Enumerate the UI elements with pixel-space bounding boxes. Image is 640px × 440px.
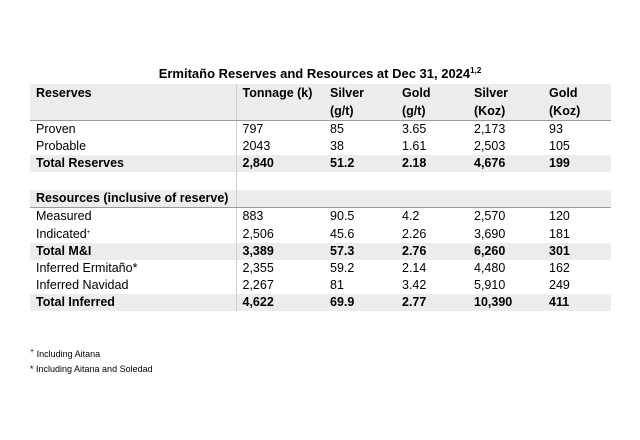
cell-silver-koz: 6,260	[468, 243, 543, 260]
cell-tonnage: 2,840	[236, 155, 324, 172]
row-total-mi: Total M&I 3,389 57.3 2.76 6,260 301	[30, 243, 611, 260]
footnote-1: + Including Aitana	[30, 344, 153, 362]
cell-silver-gt: 38	[330, 139, 344, 153]
cell-label: Inferred Ermitaño*	[30, 260, 237, 277]
row-inferred-ermitano: Inferred Ermitaño* 2,355 59.2 2.14 4,480…	[30, 260, 611, 277]
row-inferred-navidad: Inferred Navidad 2,267 81 3.42 5,910 249	[30, 277, 611, 294]
cell-gold-koz: 93	[549, 122, 563, 136]
cell-label: Proven	[30, 120, 237, 138]
spacer-row	[30, 172, 611, 190]
footnote-1-text: Including Aitana	[36, 349, 101, 359]
footnotes: + Including Aitana * Including Aitana an…	[30, 344, 153, 377]
cell-silver-gt: 85	[330, 122, 344, 136]
cell-gold-gt: 2.18	[396, 155, 468, 172]
cell-silver-gt: 51.2	[324, 155, 396, 172]
cell-silver-gt: 90.5	[330, 209, 355, 223]
header-silver-gt: Silver (g/t)	[324, 84, 396, 121]
header-row: Reserves Tonnage (k) Silver (g/t) Gold (g/…	[30, 84, 611, 121]
cell-gold-gt: 4.2	[402, 209, 420, 223]
cell-label: Total Reserves	[30, 155, 237, 172]
header-reserves: Reserves	[30, 84, 237, 121]
cell-silver-koz: 10,390	[468, 294, 543, 311]
cell-label: Indicated+	[30, 225, 237, 243]
indicated-superscript: +	[86, 230, 91, 236]
cell-label: Inferred Navidad	[30, 277, 237, 294]
title-text: Ermitaño Reserves and Resources at Dec 3…	[158, 66, 471, 81]
row-proven: Proven 797 85 3.65 2,173 93	[30, 120, 611, 138]
cell-gold-gt: 2.76	[396, 243, 468, 260]
cell-silver-gt: 69.9	[324, 294, 396, 311]
title-superscript: 1,2	[470, 66, 482, 75]
cell-gold-gt: 1.61	[402, 139, 427, 153]
reserves-resources-table: Reserves Tonnage (k) Silver (g/t) Gold (g/…	[30, 84, 611, 311]
cell-gold-gt: 3.65	[402, 122, 427, 136]
cell-silver-koz: 2,570	[474, 209, 506, 223]
cell-gold-koz: 181	[549, 226, 570, 241]
cell-tonnage: 2,267	[242, 278, 274, 292]
cell-silver-koz: 3,690	[474, 226, 506, 241]
cell-tonnage: 2,355	[242, 261, 274, 275]
cell-gold-koz: 411	[543, 294, 611, 311]
cell-silver-koz: 5,910	[474, 278, 506, 292]
cell-silver-koz: 2,503	[474, 139, 506, 153]
cell-silver-koz: 2,173	[474, 122, 506, 136]
cell-silver-koz: 4,676	[468, 155, 543, 172]
cell-tonnage: 4,622	[236, 294, 324, 311]
cell-tonnage: 3,389	[236, 243, 324, 260]
header-silver-koz: Silver (Koz)	[468, 84, 543, 121]
header-gold-koz: Gold (Koz)	[543, 84, 611, 121]
cell-silver-gt: 57.3	[324, 243, 396, 260]
cell-silver-gt: 45.6	[330, 226, 355, 241]
footnote-1-mark: +	[30, 348, 35, 355]
row-total-inferred: Total Inferred 4,622 69.9 2.77 10,390 41…	[30, 294, 611, 311]
cell-gold-gt: 2.14	[402, 261, 427, 275]
cell-tonnage: 2,506	[242, 226, 274, 241]
header-gold-gt: Gold (g/t)	[396, 84, 468, 121]
cell-gold-koz: 162	[549, 261, 570, 275]
header-tonnage: Tonnage (k)	[236, 84, 324, 121]
cell-label: Total Inferred	[30, 294, 237, 311]
row-measured: Measured 883 90.5 4.2 2,570 120	[30, 207, 611, 225]
resources-header: Resources (inclusive of reserve)	[30, 190, 237, 208]
table-title: Ermitaño Reserves and Resources at Dec 3…	[30, 66, 610, 81]
cell-label: Measured	[30, 207, 237, 225]
cell-gold-gt: 3.42	[402, 278, 427, 292]
row-total-reserves: Total Reserves 2,840 51.2 2.18 4,676 199	[30, 155, 611, 172]
cell-tonnage: 797	[242, 122, 264, 136]
cell-gold-koz: 199	[543, 155, 611, 172]
cell-gold-koz: 301	[543, 243, 611, 260]
cell-silver-gt: 59.2	[330, 261, 355, 275]
footnote-2: * Including Aitana and Soledad	[30, 364, 153, 374]
cell-tonnage: 2043	[242, 139, 271, 153]
cell-gold-koz: 105	[549, 139, 570, 153]
cell-silver-koz: 4,480	[474, 261, 506, 275]
cell-gold-gt: 2.77	[396, 294, 468, 311]
row-probable: Probable 2043 38 1.61 2,503 105	[30, 138, 611, 155]
cell-label: Total M&I	[30, 243, 237, 260]
cell-gold-koz: 249	[549, 278, 570, 292]
cell-label: Probable	[30, 138, 237, 155]
resources-header-row: Resources (inclusive of reserve)	[30, 190, 611, 208]
cell-gold-gt: 2.26	[402, 226, 427, 241]
cell-silver-gt: 81	[330, 278, 344, 292]
row-indicated: Indicated+ 2,506 45.6 2.26 3,690 181	[30, 225, 611, 243]
cell-gold-koz: 120	[549, 209, 570, 223]
cell-tonnage: 883	[242, 209, 264, 223]
